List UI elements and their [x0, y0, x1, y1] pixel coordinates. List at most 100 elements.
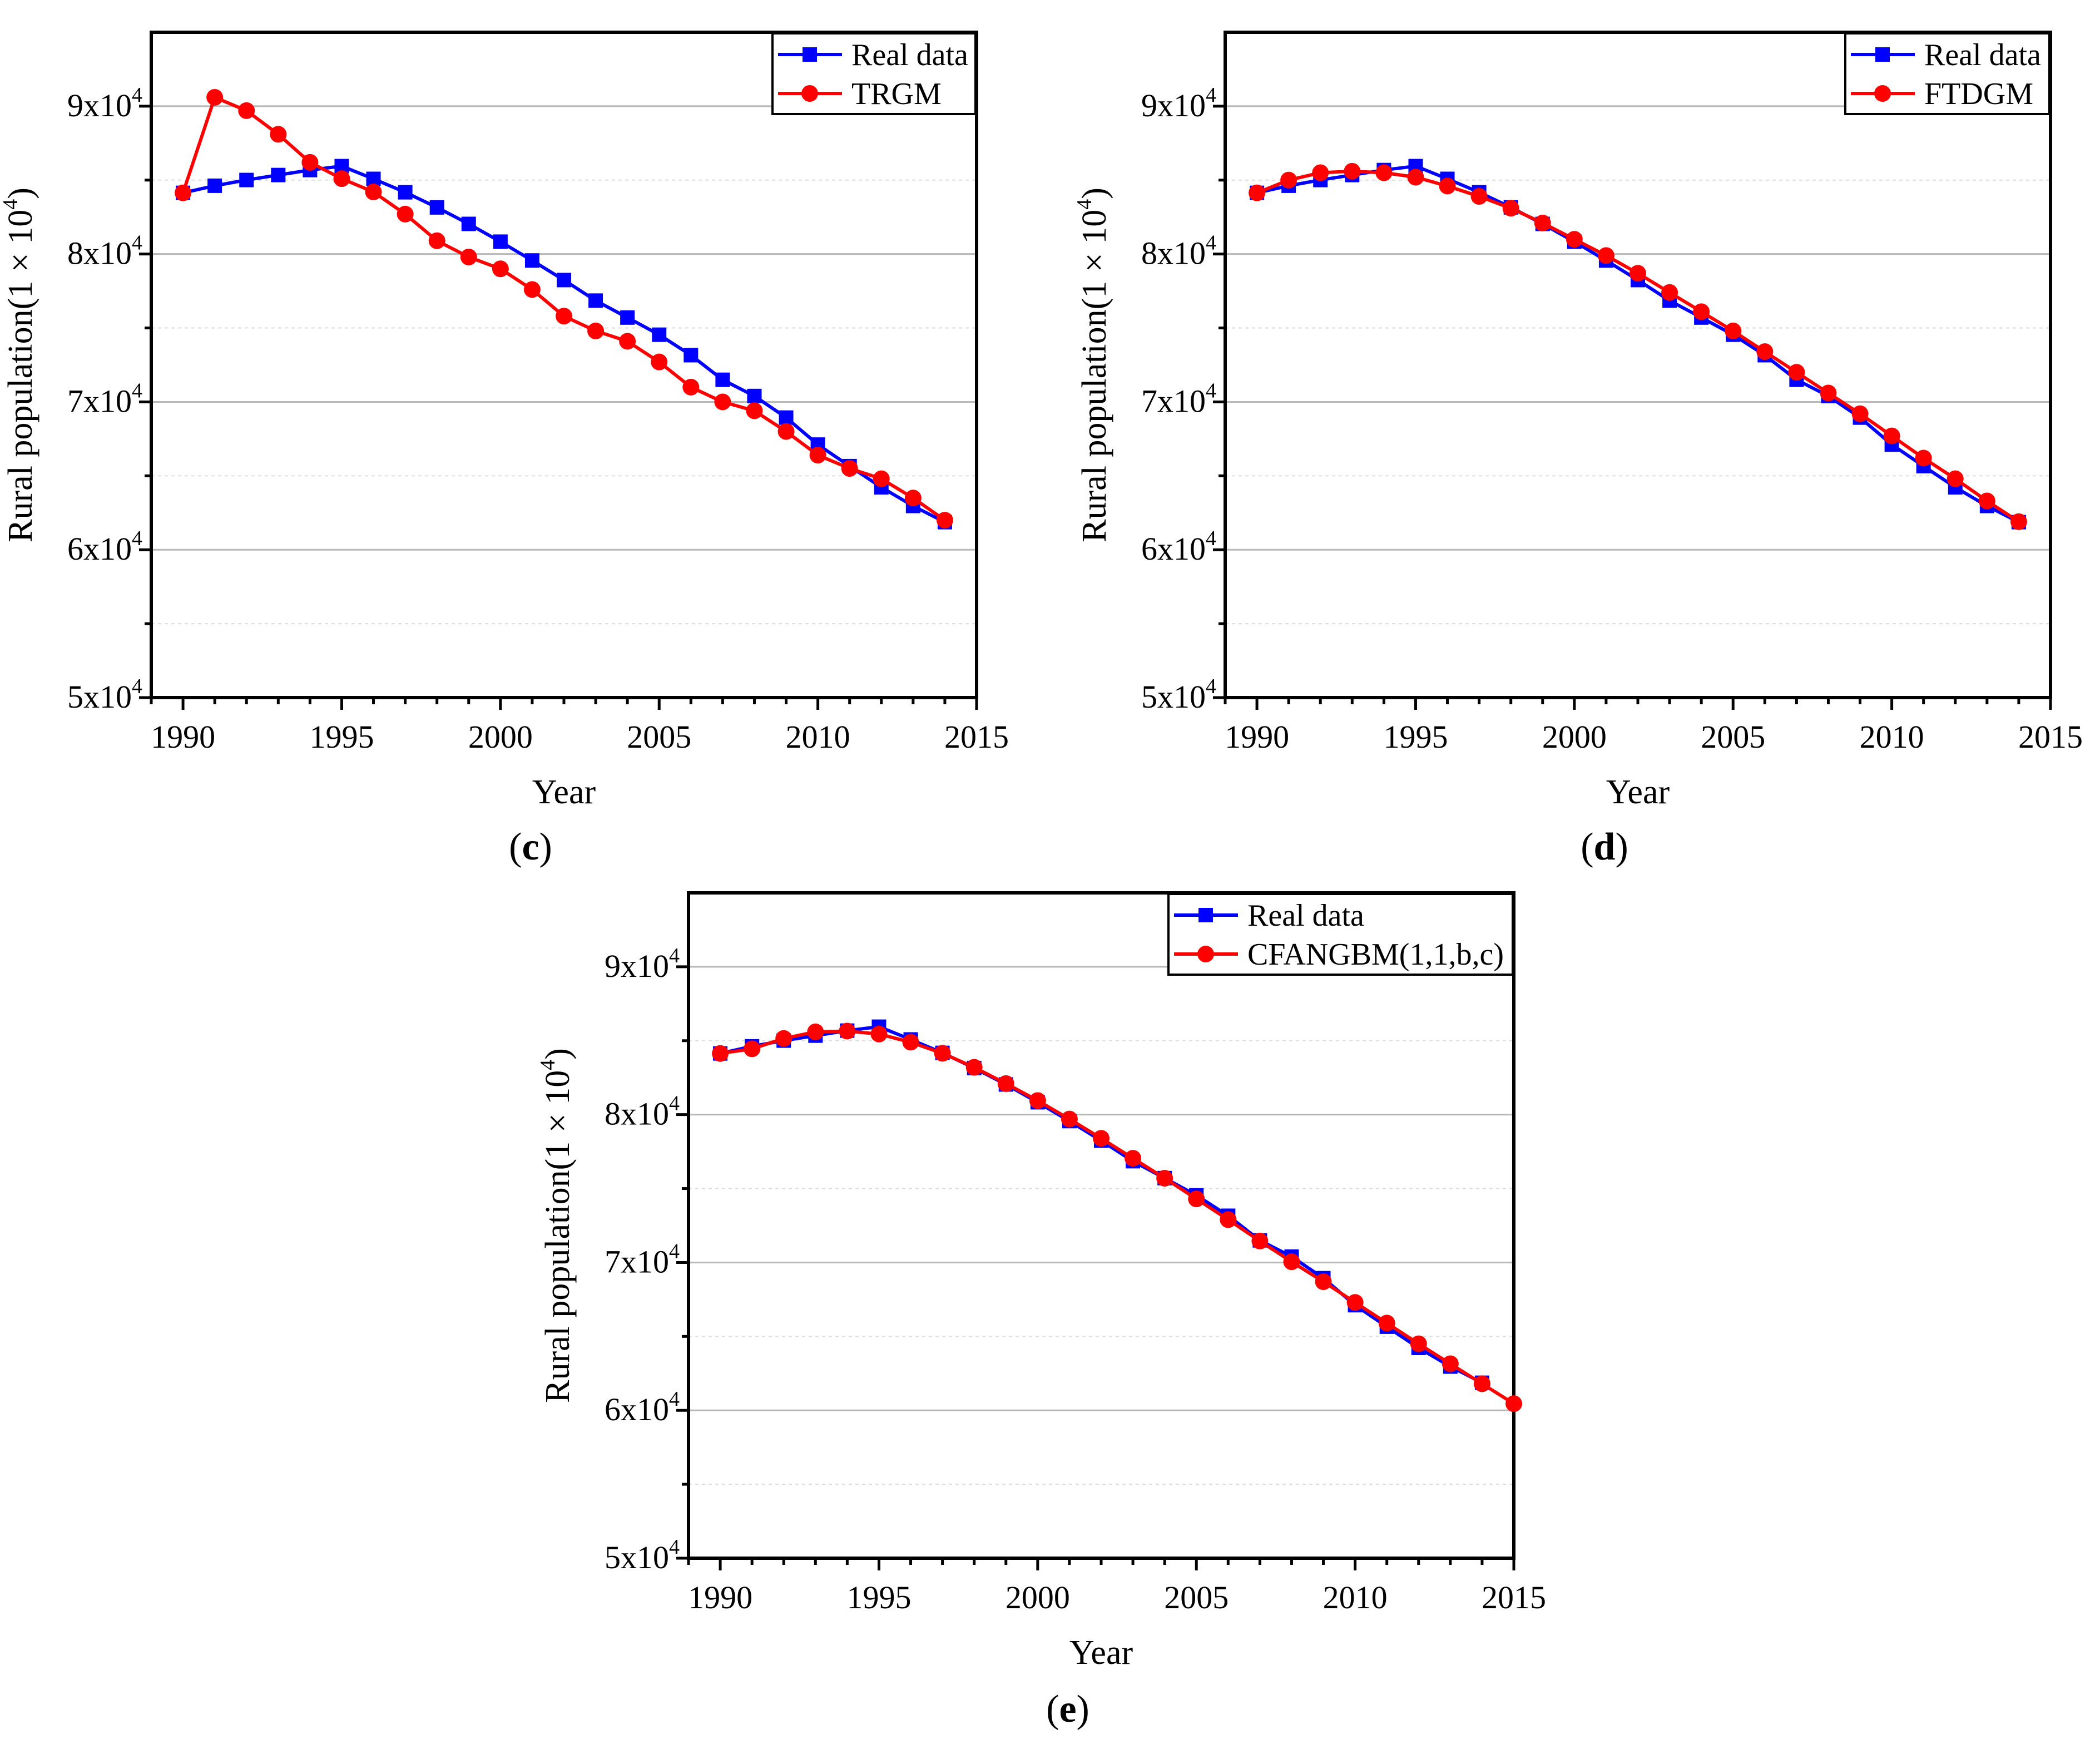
- y-tick-mantissa: 9x10: [1141, 87, 1206, 123]
- data-point-square: [493, 234, 508, 249]
- data-point-circle: [428, 232, 445, 249]
- data-point-square: [429, 200, 444, 215]
- data-point-circle: [587, 322, 605, 339]
- y-tick-exponent: 4: [669, 1387, 680, 1411]
- data-point-circle: [777, 423, 795, 440]
- x-axis-title: Year: [1069, 1634, 1133, 1672]
- data-point-circle: [651, 353, 668, 370]
- y-tick-mantissa: 6x10: [1141, 531, 1206, 567]
- y-tick-label: 5x104: [1141, 675, 1216, 715]
- data-point-circle: [1851, 405, 1869, 422]
- legend-marker-square: [1198, 908, 1213, 922]
- y-tick-mantissa: 8x10: [605, 1096, 669, 1132]
- x-tick-label: 2000: [1542, 719, 1607, 755]
- data-point-circle: [744, 1040, 761, 1058]
- y-tick-label: 6x104: [67, 527, 142, 567]
- x-tick-label: 2015: [2018, 719, 2083, 755]
- data-point-circle: [775, 1030, 793, 1047]
- legend-label: CFANGBM(1,1,b,c): [1247, 937, 1504, 972]
- legend-label: Real data: [851, 38, 968, 72]
- data-point-square: [524, 253, 539, 268]
- data-point-circle: [1788, 364, 1805, 381]
- data-point-circle: [936, 512, 953, 529]
- y-tick-exponent: 4: [132, 675, 142, 698]
- x-tick-label: 2000: [1006, 1579, 1070, 1615]
- legend-label: Real data: [1247, 898, 1364, 933]
- data-point-square: [461, 216, 476, 231]
- data-point-circle: [1029, 1092, 1046, 1109]
- data-point-square: [684, 348, 699, 363]
- panel-label-letter: c: [522, 826, 539, 868]
- data-point-square: [557, 273, 571, 288]
- panel-label-close: ): [1077, 1688, 1089, 1731]
- y-tick-mantissa: 5x10: [67, 679, 132, 715]
- data-point-circle: [870, 1025, 888, 1043]
- data-point-circle: [1915, 449, 1932, 467]
- x-tick-label: 1995: [309, 719, 374, 755]
- data-point-square: [207, 178, 222, 193]
- x-tick-label: 2000: [468, 719, 533, 755]
- data-point-circle: [1630, 265, 1646, 282]
- data-point-circle: [746, 402, 763, 419]
- legend: Real data CFANGBM(1,1,b,c): [1167, 893, 1514, 976]
- data-point-circle: [1378, 1315, 1395, 1332]
- y-axis-title-suffix: ): [1076, 187, 1113, 199]
- panel-label-close: ): [1615, 826, 1628, 868]
- y-tick-mantissa: 7x10: [605, 1243, 669, 1279]
- y-tick-label: 7x104: [67, 379, 142, 419]
- data-point-circle: [904, 490, 922, 507]
- y-axis-title-suffix: ): [539, 1048, 577, 1060]
- y-tick-label: 7x104: [605, 1239, 680, 1279]
- data-point-circle: [1473, 1375, 1490, 1392]
- chart-panel-c: 1990 1995 2000 2005 2010 20155x1046x1047x1048…: [0, 31, 1009, 868]
- x-tick-label: 2015: [944, 719, 1009, 755]
- data-point-circle: [1346, 1294, 1364, 1311]
- legend-label: TRGM: [851, 77, 942, 111]
- data-point-square: [715, 372, 730, 387]
- y-tick-mantissa: 7x10: [1141, 383, 1206, 419]
- data-point-circle: [1597, 247, 1614, 264]
- panel-label-open: (: [1581, 826, 1593, 868]
- data-point-circle: [1280, 171, 1297, 189]
- data-point-circle: [1251, 1232, 1269, 1249]
- y-tick-exponent: 4: [669, 1092, 680, 1115]
- y-axis-title-suffix: ): [2, 187, 39, 199]
- y-tick-exponent: 4: [1206, 231, 1216, 255]
- data-point-circle: [712, 1045, 729, 1062]
- y-tick-exponent: 4: [1206, 527, 1216, 550]
- y-tick-label: 8x104: [605, 1092, 680, 1132]
- y-tick-exponent: 4: [669, 1535, 680, 1559]
- legend-label: FTDGM: [1924, 77, 2033, 111]
- data-point-circle: [1410, 1335, 1427, 1352]
- data-point-circle: [206, 88, 224, 106]
- data-point-circle: [1315, 1273, 1332, 1290]
- data-point-square: [588, 293, 603, 308]
- data-point-circle: [333, 170, 350, 187]
- y-axis-title: Rural population(1 × 104): [0, 187, 39, 542]
- y-tick-label: 5x104: [605, 1535, 680, 1575]
- y-tick-mantissa: 5x10: [1141, 679, 1206, 715]
- data-point-circle: [1249, 184, 1266, 201]
- y-tick-label: 9x104: [1141, 83, 1216, 123]
- x-tick-label: 2010: [786, 719, 850, 755]
- y-tick-exponent: 4: [669, 1239, 680, 1263]
- data-point-square: [652, 327, 667, 342]
- data-point-circle: [1725, 322, 1742, 339]
- series-line-model: [720, 1029, 1515, 1405]
- legend-box: [1167, 893, 1514, 976]
- data-point-circle: [1188, 1190, 1205, 1208]
- series-line-real-data: [1256, 164, 2020, 524]
- data-point-square: [620, 310, 635, 325]
- legend-marker-square: [803, 47, 817, 62]
- y-tick-label: 6x104: [1141, 527, 1216, 567]
- data-point-circle: [556, 308, 572, 325]
- data-point-circle: [1566, 231, 1583, 248]
- data-point-circle: [175, 184, 192, 201]
- panel-label-open: (: [1046, 1688, 1059, 1731]
- legend-marker-circle: [1197, 946, 1214, 962]
- y-tick-label: 7x104: [1141, 379, 1216, 419]
- panel-label-letter: e: [1059, 1688, 1076, 1731]
- data-point-circle: [523, 281, 541, 298]
- data-point-circle: [1502, 200, 1519, 217]
